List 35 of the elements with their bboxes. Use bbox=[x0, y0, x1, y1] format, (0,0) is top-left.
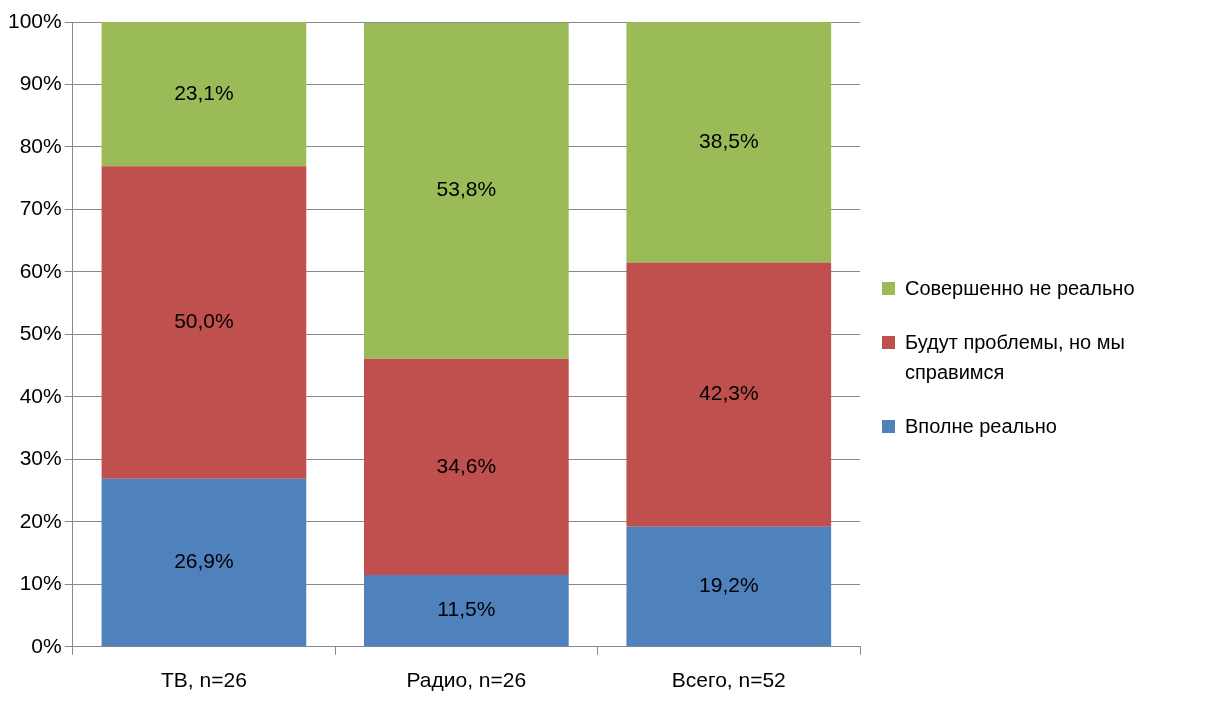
data-label: 23,1% bbox=[174, 80, 234, 104]
data-label: 19,2% bbox=[699, 573, 759, 597]
bar bbox=[101, 166, 307, 479]
y-tick-label: 100% bbox=[7, 8, 62, 32]
data-label: 11,5% bbox=[437, 597, 496, 621]
y-tick-label: 10% bbox=[19, 571, 62, 595]
bar bbox=[364, 358, 569, 575]
data-label: 42,3% bbox=[699, 381, 759, 405]
y-tick-label: 60% bbox=[19, 258, 62, 282]
bar bbox=[626, 262, 832, 527]
y-tick-label: 90% bbox=[19, 71, 62, 95]
y-tick-label: 20% bbox=[19, 508, 62, 532]
bar bbox=[101, 22, 307, 167]
legend-label: Будут проблемы, но мы справимся bbox=[905, 329, 1126, 385]
bar bbox=[364, 574, 569, 647]
data-label: 38,5% bbox=[699, 129, 759, 153]
bar bbox=[626, 22, 832, 263]
y-tick-label: 40% bbox=[19, 383, 62, 407]
data-label: 34,6% bbox=[436, 453, 497, 477]
bar bbox=[101, 478, 307, 647]
y-tick-label: 50% bbox=[19, 321, 62, 345]
bar bbox=[626, 526, 832, 647]
x-tick-label: Всего, n=52 bbox=[671, 668, 786, 692]
data-label: 50,0% bbox=[174, 309, 234, 333]
data-label: 53,8% bbox=[436, 177, 497, 201]
y-tick-label: 80% bbox=[19, 133, 62, 157]
x-tick-label: Радио, n=26 bbox=[406, 668, 527, 692]
y-tick-label: 70% bbox=[19, 196, 62, 220]
data-label: 26,9% bbox=[174, 549, 234, 573]
legend-label: Совершенно не реально bbox=[905, 275, 1135, 301]
bar bbox=[364, 22, 569, 359]
y-tick-label: 0% bbox=[31, 633, 62, 657]
legend-label: Вполне реально bbox=[905, 413, 1057, 439]
y-tick-label: 30% bbox=[19, 446, 62, 470]
x-tick-label: ТВ, n=26 bbox=[161, 668, 247, 692]
